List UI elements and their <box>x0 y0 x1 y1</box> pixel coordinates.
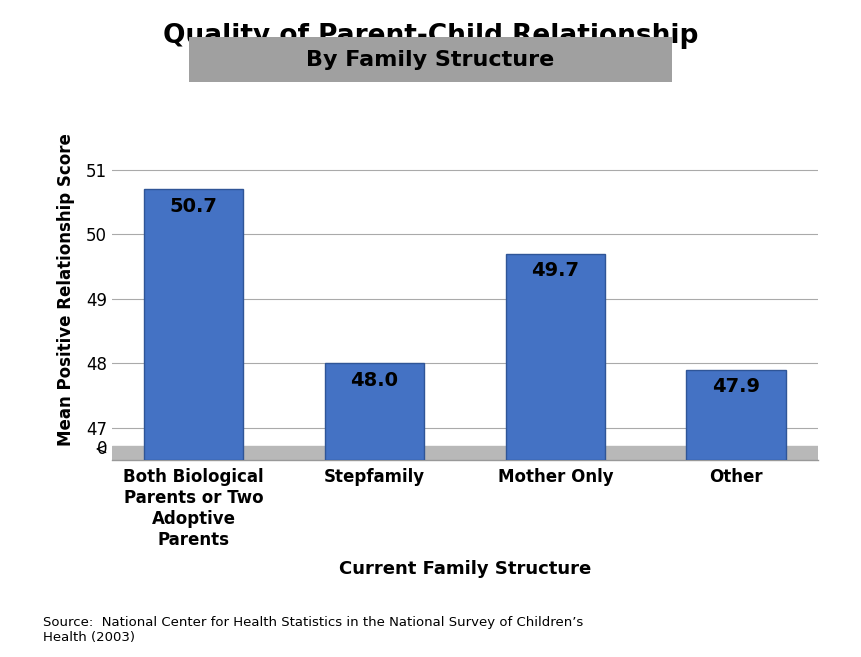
Bar <box>144 189 244 460</box>
Text: 47.9: 47.9 <box>712 377 760 396</box>
X-axis label: Current Family Structure: Current Family Structure <box>339 560 591 578</box>
Text: 48.0: 48.0 <box>350 371 399 390</box>
Text: Quality of Parent-Child Relationship: Quality of Parent-Child Relationship <box>163 23 698 49</box>
Text: 50.7: 50.7 <box>170 197 218 216</box>
Text: <: < <box>94 442 107 457</box>
Bar <box>112 445 818 460</box>
Text: Source:  National Center for Health Statistics in the National Survey of Childre: Source: National Center for Health Stati… <box>43 616 583 644</box>
Bar <box>325 363 424 460</box>
Bar <box>686 370 786 460</box>
Text: 49.7: 49.7 <box>531 261 579 281</box>
Bar <box>505 254 605 460</box>
Y-axis label: Mean Positive Relationship Score: Mean Positive Relationship Score <box>57 133 75 445</box>
Text: By Family Structure: By Family Structure <box>307 50 554 70</box>
Text: 0: 0 <box>96 440 107 458</box>
